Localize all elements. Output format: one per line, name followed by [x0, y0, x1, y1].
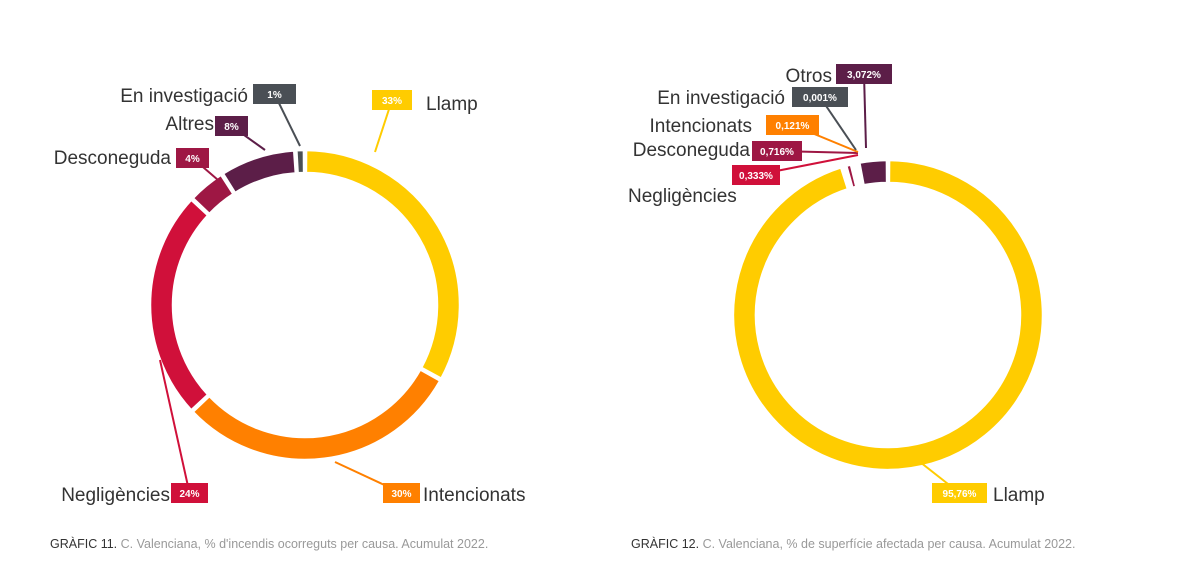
- chart-1-slice-desconeguda: [190, 172, 236, 216]
- chart-1-caption-text: C. Valenciana, % d'incendis ocorreguts p…: [120, 537, 489, 551]
- chart-1-value-label-negligencies: 24%: [179, 489, 199, 500]
- chart-1-value-label-en-investigacio: 1%: [267, 90, 282, 101]
- chart-2-category-label-desconeguda: Desconeguda: [633, 140, 751, 161]
- chart-2-category-label-otros: Otros: [786, 66, 832, 87]
- chart-1-value-label-llamp: 33%: [382, 96, 402, 107]
- chart-2-value-label-en-investigacio: 0,001%: [803, 93, 837, 104]
- chart-1-value-label-desconeguda: 4%: [185, 154, 200, 165]
- chart-2-value-label-otros: 3,072%: [847, 70, 881, 81]
- chart-2-value-label-intencionats: 0,121%: [776, 121, 810, 132]
- chart-1-badge-en-investigacio: [253, 84, 296, 104]
- chart-1-slice-intencionats: [190, 367, 443, 462]
- chart-2-donut: [731, 158, 1045, 472]
- chart-1-badge-desconeguda: [176, 148, 209, 168]
- chart-1-caption: GRÀFIC 11. C. Valenciana, % d'incendis o…: [50, 537, 488, 551]
- chart-1-category-label-en-investigacio: En investigació: [120, 86, 248, 107]
- chart-1-slice-llamp: [304, 148, 462, 381]
- chart-2-slice-en-investigacio: [854, 161, 864, 188]
- chart-2-value-label-desconeguda: 0,716%: [760, 147, 794, 158]
- chart-2-badge-desconeguda: [752, 141, 802, 161]
- chart-1-slice-en-investigacio: [295, 148, 306, 175]
- chart-2-badge-otros: [836, 64, 892, 84]
- chart-2-caption-text: C. Valenciana, % de superfície afectada …: [702, 537, 1076, 551]
- chart-2-slice-desconeguda: [844, 162, 858, 190]
- chart-2-caption: GRÀFIC 12. C. Valenciana, % de superfíci…: [631, 537, 1075, 551]
- chart-2-slice-negligencies: [841, 164, 853, 191]
- chart-1-value-label-intencionats: 30%: [391, 489, 411, 500]
- chart-2-caption-label: GRÀFIC 12.: [631, 537, 700, 551]
- chart-2-value-label-llamp: 95,76%: [943, 489, 977, 500]
- chart-1-category-label-desconeguda: Desconeguda: [54, 148, 172, 169]
- chart-1-slice-negligencies: [148, 197, 210, 413]
- chart-2-category-label-intencionats: Intencionats: [650, 116, 752, 137]
- chart-1-category-label-altres: Altres: [165, 114, 214, 135]
- chart-1-leader-negligencies: [159, 359, 191, 494]
- chart-2-badge-negligencies: [732, 165, 780, 185]
- chart-1-badge-altres: [215, 116, 248, 136]
- chart-1-category-label-intencionats: Intencionats: [423, 485, 525, 506]
- chart-2-slice-otros: [857, 158, 889, 187]
- chart-1-badge-negligencies: [171, 483, 208, 503]
- chart-2-badge-intencionats: [766, 115, 819, 135]
- chart-1-badge-intencionats: [383, 483, 420, 503]
- chart-2-badge-en-investigacio: [792, 87, 848, 107]
- chart-2-category-label-negligencies: Negligències: [628, 186, 737, 207]
- chart-2-badge-llamp: [932, 483, 987, 503]
- chart-2-category-label-llamp: Llamp: [993, 485, 1045, 506]
- chart-2-value-label-negligencies: 0,333%: [739, 171, 773, 182]
- chart-1-value-label-altres: 8%: [224, 122, 239, 133]
- chart-1-category-label-llamp: Llamp: [426, 94, 478, 115]
- chart-2-slice-llamp: [731, 158, 1045, 472]
- chart-1-donut: [148, 148, 462, 462]
- chart-1-category-label-negligencies: Negligències: [61, 485, 170, 506]
- chart-1-slice-altres: [221, 149, 298, 195]
- chart-2-slice-intencionats: [851, 162, 861, 188]
- chart-1-caption-label: GRÀFIC 11.: [50, 537, 118, 551]
- chart-2-leader-otros: [863, 73, 867, 149]
- chart-1-badge-llamp: [372, 90, 412, 110]
- chart-2-category-label-en-investigacio: En investigació: [657, 88, 785, 109]
